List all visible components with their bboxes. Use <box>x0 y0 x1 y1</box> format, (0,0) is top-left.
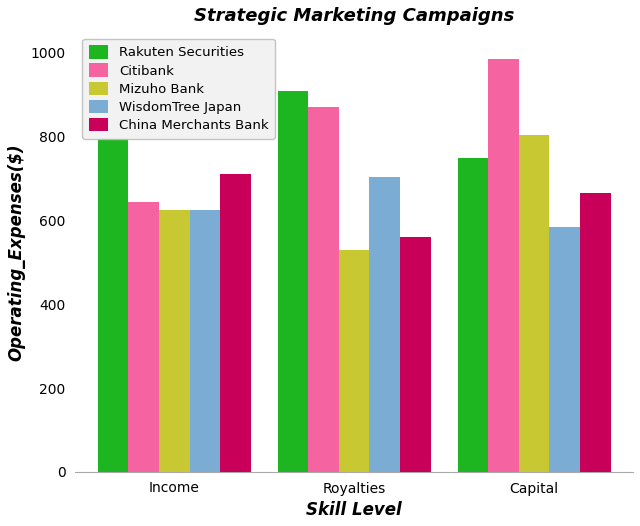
Bar <box>339 250 369 472</box>
Bar <box>220 175 251 472</box>
Legend: Rakuten Securities, Citibank, Mizuho Bank, WisdomTree Japan, China Merchants Ban: Rakuten Securities, Citibank, Mizuho Ban… <box>82 38 275 139</box>
Bar <box>488 59 519 472</box>
Bar <box>458 158 488 472</box>
Bar <box>129 201 159 472</box>
Bar <box>308 107 339 472</box>
Bar <box>519 135 549 472</box>
Bar <box>159 210 189 472</box>
Y-axis label: Operating_Expenses($): Operating_Expenses($) <box>7 143 25 361</box>
X-axis label: Skill Level: Skill Level <box>307 501 402 519</box>
Bar <box>369 177 400 472</box>
Bar <box>580 193 611 472</box>
Bar <box>278 90 308 472</box>
Bar <box>549 227 580 472</box>
Bar <box>400 237 431 472</box>
Title: Strategic Marketing Campaigns: Strategic Marketing Campaigns <box>194 7 515 25</box>
Bar <box>189 210 220 472</box>
Bar <box>98 139 129 472</box>
